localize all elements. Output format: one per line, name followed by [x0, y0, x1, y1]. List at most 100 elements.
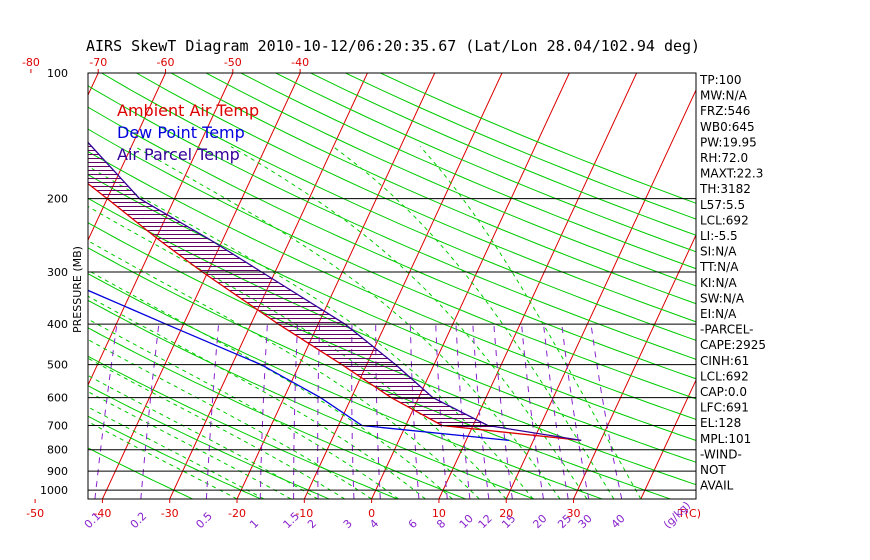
stability-index: TP:100 — [699, 73, 742, 87]
bottom-tick-label: 10 — [432, 507, 446, 520]
stability-index: SI:N/A — [700, 245, 737, 259]
stability-index: MW:N/A — [700, 89, 748, 103]
isobars — [88, 198, 696, 491]
stability-index: SW:N/A — [700, 291, 745, 305]
stability-index: LCL:692 — [700, 213, 749, 227]
mixing-ratio-tick-label: 0.2 — [128, 510, 150, 532]
chart-title: AIRS SkewT Diagram 2010-10-12/06:20:35.6… — [86, 37, 700, 55]
top-tick-label: -50 — [224, 56, 242, 69]
dry-adiabat — [205, 73, 696, 287]
mixing-ratio-tick-label: 0.5 — [193, 510, 215, 532]
stability-index: LFC:691 — [700, 401, 749, 415]
mixing-ratio-line — [140, 324, 160, 499]
stability-index: CINH:61 — [700, 354, 749, 368]
isotherm — [88, 73, 234, 387]
dry-adiabats — [88, 73, 696, 499]
stability-index: LI:-5.5 — [700, 229, 738, 243]
mixing-ratio-line — [293, 324, 299, 499]
dry-adiabat — [310, 73, 696, 236]
mixing-ratio-tick-label: 8 — [434, 517, 448, 531]
pressure-tick-label: 300 — [47, 266, 68, 279]
bottom-tick-label: -10 — [295, 507, 313, 520]
mixing-ratio-tick-label: 12 — [476, 512, 495, 531]
dry-adiabat — [88, 327, 466, 499]
dry-adiabat — [88, 128, 696, 400]
dry-adiabat — [88, 197, 696, 463]
top-temp-ticks: -120-110-100-90-80-70-60-50-40 — [22, 56, 309, 73]
legend: Ambient Air Temp Dew Point Temp Air Parc… — [117, 101, 259, 164]
isotherm — [438, 73, 638, 499]
mixing-ratio-tick-label: 4 — [367, 517, 381, 531]
stability-index: -WIND- — [700, 447, 742, 461]
mixing-ratio-line — [521, 324, 544, 499]
dry-adiabat — [88, 247, 671, 499]
isotherm — [573, 233, 696, 499]
cape-hatch — [88, 146, 494, 427]
moist-adiabat — [88, 421, 238, 499]
pressure-tick-label: 1000 — [40, 484, 68, 497]
dry-adiabat — [88, 174, 696, 442]
top-tick-label: -40 — [291, 56, 309, 69]
stability-index: MPL:101 — [700, 432, 751, 446]
dry-adiabat — [88, 222, 696, 486]
bottom-tick-label: 0 — [368, 507, 375, 520]
moist-adiabat — [134, 146, 561, 499]
dry-adiabat — [88, 447, 193, 499]
dry-adiabat — [345, 73, 696, 220]
pressure-tick-label: 200 — [47, 193, 68, 206]
mixing-ratio-line — [493, 324, 513, 499]
isotherms — [0, 73, 870, 499]
bottom-tick-label: -40 — [93, 507, 111, 520]
stability-index: EI:N/A — [700, 307, 737, 321]
mixing-ratio-line — [455, 324, 471, 499]
bottom-tick-label: 20 — [499, 507, 513, 520]
stability-index: TT:N/A — [699, 260, 739, 274]
air-parcel-temp-line — [88, 141, 582, 442]
pressure-tick-label: 400 — [47, 318, 68, 331]
legend-dew-point-temp: Dew Point Temp — [117, 123, 245, 142]
isotherm — [371, 73, 570, 499]
dry-adiabat — [275, 73, 696, 253]
stability-index: EL:128 — [700, 416, 741, 430]
top-tick-label: -60 — [157, 56, 175, 69]
mixing-ratio-tick-label: 20 — [530, 512, 549, 531]
isotherm — [101, 73, 301, 499]
bottom-tick-label: -30 — [161, 507, 179, 520]
mixing-ratio-tick-label: 10 — [457, 512, 476, 531]
top-tick-label: -80 — [22, 56, 40, 69]
dry-adiabat — [88, 150, 696, 420]
stability-index: NOT — [700, 463, 726, 477]
dry-adiabat — [88, 355, 398, 499]
mixing-ratio-line — [205, 324, 220, 499]
mixing-ratio-tick-label: 40 — [609, 512, 628, 531]
stability-index: KI:N/A — [700, 276, 737, 290]
mixing-ratio-tick-label: 2 — [305, 517, 319, 531]
isotherm — [236, 73, 436, 499]
stability-index: PW:19.95 — [700, 135, 757, 149]
stability-index: MAXT:22.3 — [700, 167, 763, 181]
bottom-temp-ticks: -50 -40 -30 -20 -10 0 10 20 30 — [26, 499, 581, 520]
legend-air-parcel-temp: Air Parcel Temp — [117, 145, 240, 164]
pressure-tick-label: 500 — [47, 359, 68, 372]
pressure-tick-label: 700 — [47, 420, 68, 433]
dry-adiabat — [88, 273, 603, 499]
isotherm — [775, 73, 870, 499]
mixing-ratio-line — [472, 324, 490, 499]
pressure-tick-labels: 100 200 300 400 500 600 700 800 900 1000 — [40, 67, 68, 497]
stability-index: AVAIL — [700, 479, 734, 493]
mixing-ratio-line — [590, 324, 623, 499]
mixing-ratio-tick-label: 6 — [406, 517, 420, 531]
dry-adiabat — [136, 73, 696, 323]
plot-frame — [87, 72, 697, 500]
mixing-ratio-tick-label: 3 — [341, 517, 355, 531]
pressure-tick-label: 100 — [47, 67, 68, 80]
mixing-ratio-lines — [94, 324, 623, 499]
bottom-tick-label: 30 — [567, 507, 581, 520]
bottom-tick-label: -20 — [228, 507, 246, 520]
isotherm — [0, 73, 31, 499]
stability-index: LCL:692 — [700, 369, 749, 383]
bottom-tick-label: -50 — [26, 507, 44, 520]
dry-adiabat — [240, 73, 696, 270]
